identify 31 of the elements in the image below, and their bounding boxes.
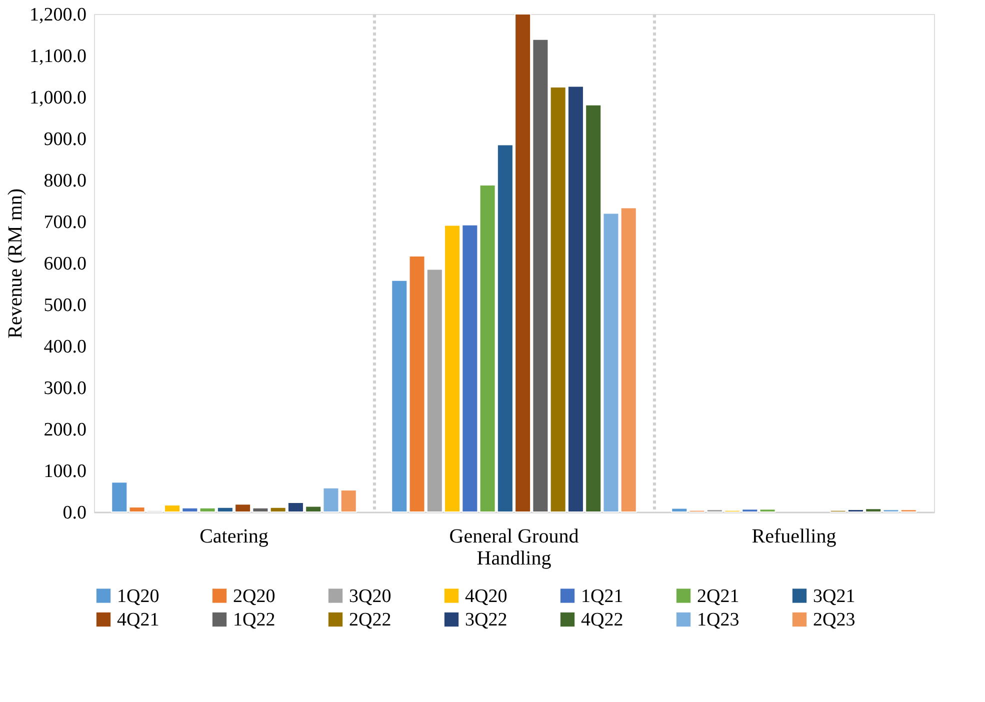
legend-label: 4Q20 [465,586,508,607]
legend-label: 1Q23 [697,610,740,630]
y-tick-label: 800.0 [44,170,86,192]
legend-label: 4Q22 [581,610,624,630]
y-tick-label: 1,000.0 [30,88,86,108]
y-tick-label: 1,100.0 [30,46,86,67]
y-axis-title: Revenue (RM mn) [4,188,26,338]
y-tick-label: 0.0 [62,502,86,524]
x-tick-label: General Ground Handling [449,526,579,570]
y-tick-label: 500.0 [44,295,86,316]
y-tick-label: 200.0 [44,420,86,440]
legend-label: 2Q22 [349,610,392,630]
legend-label: 2Q21 [697,586,740,607]
y-tick-label: 400.0 [44,336,86,358]
x-tick-label: Refuelling [752,526,836,548]
legend-label: 1Q22 [233,610,276,630]
x-tick-label: Catering [200,526,268,548]
y-tick-label: 900.0 [44,129,86,150]
legend-label: 3Q20 [349,586,392,607]
y-tick-label: 600.0 [44,254,86,274]
y-tick-label: 300.0 [44,378,86,399]
y-tick-label: 100.0 [44,461,86,482]
legend-label: 2Q23 [813,610,856,630]
legend-label: 4Q21 [117,610,160,630]
legend-label: 2Q20 [233,586,276,607]
legend-label: 1Q20 [117,586,160,607]
y-tick-label: 1,200.0 [30,4,86,26]
y-tick-label: 700.0 [44,212,86,233]
legend-label: 1Q21 [581,586,624,607]
legend-label: 3Q21 [813,586,856,607]
legend-label: 3Q22 [465,610,508,630]
